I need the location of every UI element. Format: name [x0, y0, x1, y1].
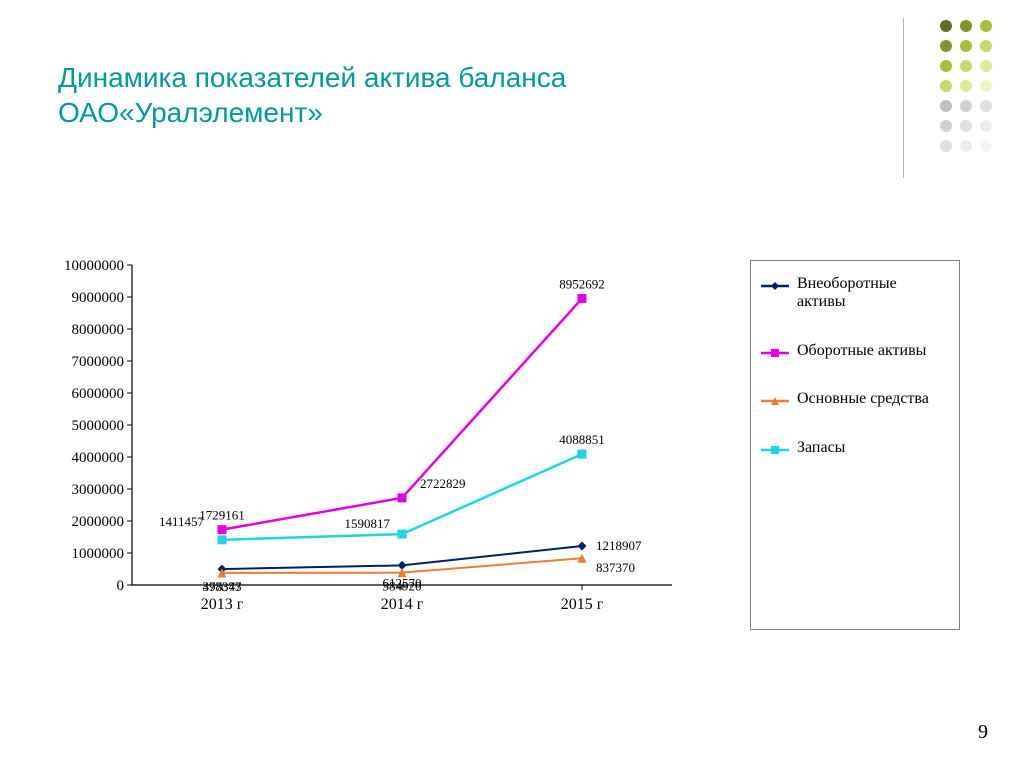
svg-text:1411457: 1411457: [159, 514, 205, 529]
slide: Динамика показателей актива баланса ОАО«…: [0, 0, 1024, 768]
svg-text:8952692: 8952692: [559, 277, 605, 292]
svg-text:7000000: 7000000: [72, 354, 125, 370]
legend-swatch: [761, 346, 789, 358]
line-chart: 0 1000000 2000000 3000000 4000000 5000000 6000…: [52, 255, 692, 635]
svg-text:2722829: 2722829: [420, 476, 466, 491]
svg-text:378343: 378343: [203, 579, 242, 594]
svg-text:2014 г: 2014 г: [381, 596, 424, 613]
legend-item: Запасы: [761, 439, 949, 457]
svg-text:384920: 384920: [383, 579, 422, 594]
svg-text:10000000: 10000000: [64, 258, 124, 274]
svg-text:3000000: 3000000: [72, 482, 125, 498]
svg-text:8000000: 8000000: [72, 322, 125, 338]
decor-divider: [903, 18, 904, 178]
legend-item: Внеоборотные активы: [761, 275, 949, 312]
svg-text:837370: 837370: [596, 560, 635, 575]
svg-text:1218907: 1218907: [596, 538, 642, 553]
svg-text:1000000: 1000000: [72, 546, 125, 562]
svg-text:9000000: 9000000: [72, 290, 125, 306]
svg-text:2013 г: 2013 г: [201, 596, 244, 613]
legend-swatch: [761, 279, 789, 291]
legend-label: Основные средства: [797, 390, 949, 408]
svg-text:5000000: 5000000: [72, 418, 125, 434]
legend-label: Оборотные активы: [797, 342, 949, 360]
slide-title: Динамика показателей актива баланса ОАО«…: [58, 60, 698, 130]
legend-item: Оборотные активы: [761, 342, 949, 360]
legend-label: Внеоборотные активы: [797, 275, 949, 312]
page-number: 9: [978, 721, 988, 744]
svg-text:4000000: 4000000: [72, 450, 125, 466]
decor-dots: [938, 18, 1002, 162]
legend-item: Основные средства: [761, 390, 949, 408]
svg-text:2000000: 2000000: [72, 514, 125, 530]
svg-text:0: 0: [117, 578, 125, 594]
svg-text:1590817: 1590817: [345, 516, 391, 531]
svg-text:1729161: 1729161: [199, 508, 245, 523]
legend-swatch: [761, 443, 789, 455]
svg-text:4088851: 4088851: [559, 432, 605, 447]
legend-swatch: [761, 394, 789, 406]
svg-text:6000000: 6000000: [72, 386, 125, 402]
legend: Внеоборотные активы Оборотные активы Основ…: [750, 260, 960, 630]
svg-text:2015 г: 2015 г: [561, 596, 604, 613]
legend-label: Запасы: [797, 439, 949, 457]
